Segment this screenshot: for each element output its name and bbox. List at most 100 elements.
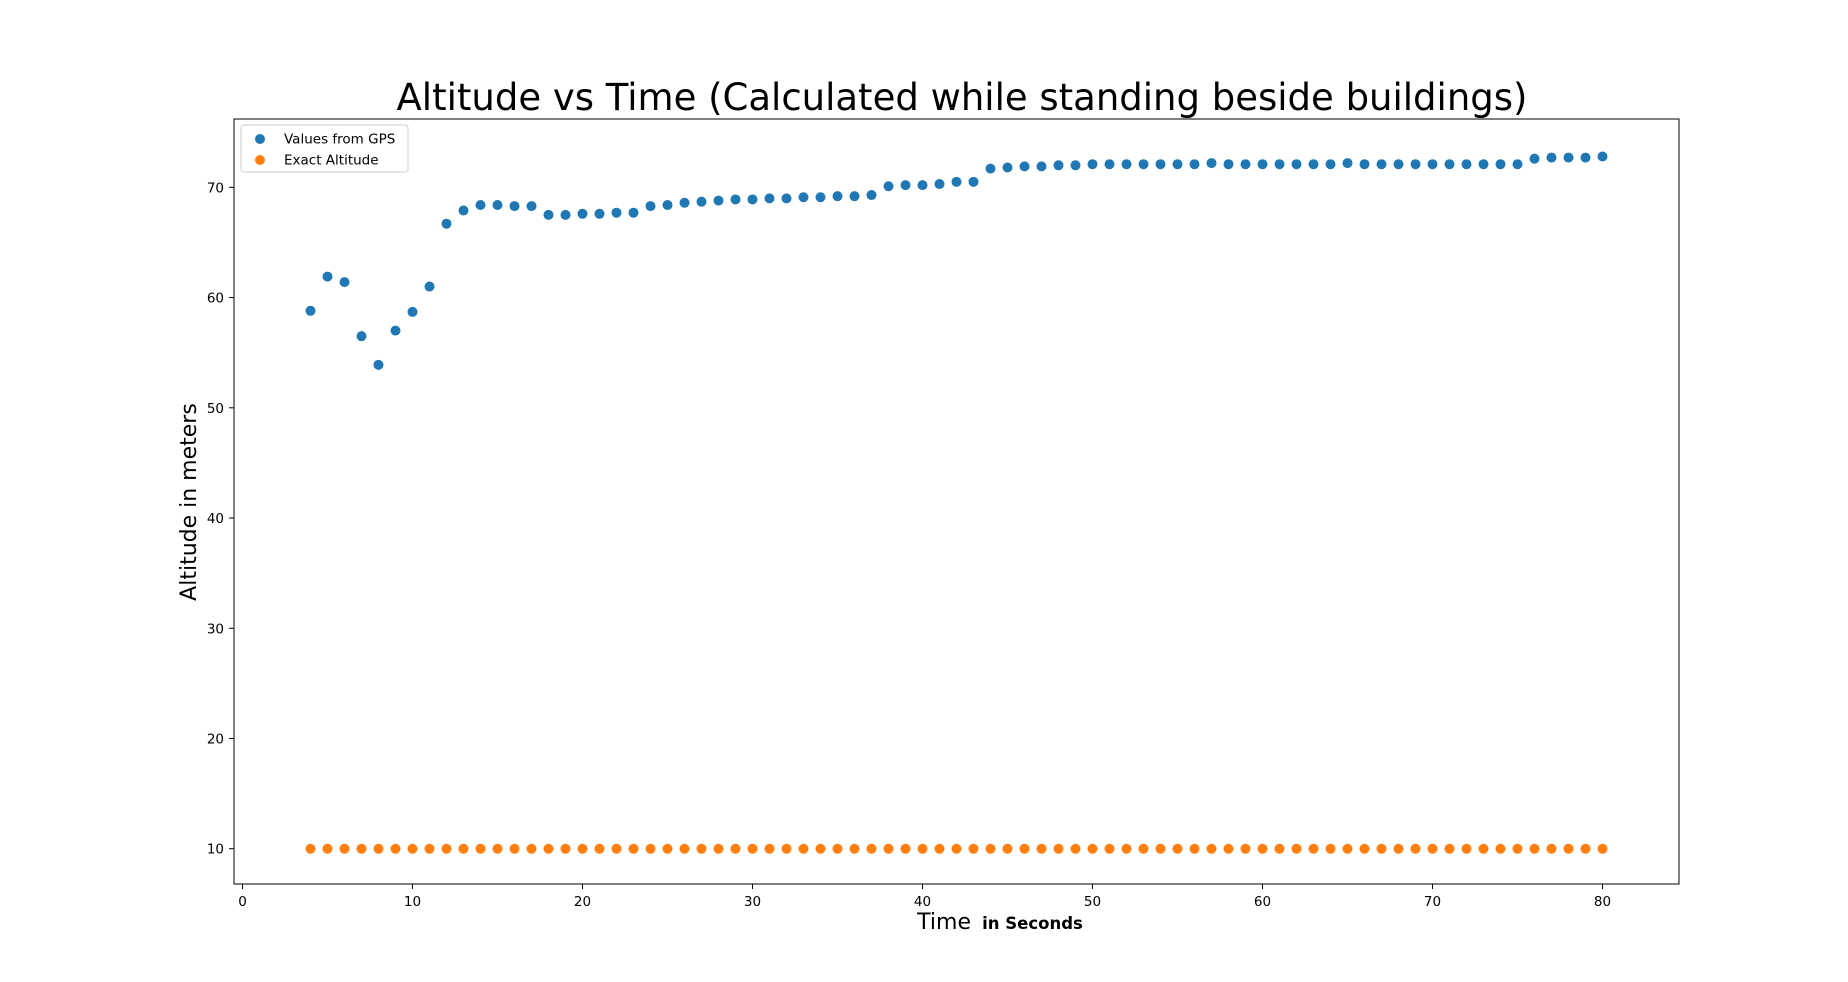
gps-point xyxy=(509,201,520,212)
exact-altitude-point xyxy=(1019,843,1030,854)
gps-point xyxy=(764,193,775,204)
exact-altitude-point xyxy=(951,843,962,854)
exact-altitude-point xyxy=(985,843,996,854)
gps-point xyxy=(1580,152,1591,163)
exact-altitude-point xyxy=(407,843,418,854)
gps-point xyxy=(1597,151,1608,162)
gps-point xyxy=(611,207,622,218)
gps-point xyxy=(1461,159,1472,170)
exact-altitude-point xyxy=(1580,843,1591,854)
exact-altitude-point xyxy=(645,843,656,854)
exact-altitude-point xyxy=(968,843,979,854)
x-axis-label: Time in Seconds xyxy=(916,910,1083,935)
gps-point xyxy=(934,179,945,190)
gps-point xyxy=(390,325,401,336)
x-tick-label: 0 xyxy=(238,894,247,910)
exact-altitude-point xyxy=(1240,843,1251,854)
exact-altitude-point xyxy=(883,843,894,854)
exact-altitude-point xyxy=(1376,843,1387,854)
gps-point xyxy=(560,209,571,220)
exact-altitude-point xyxy=(373,843,384,854)
gps-point xyxy=(917,180,928,191)
exact-altitude-point xyxy=(917,843,928,854)
exact-altitude-point xyxy=(1002,843,1013,854)
gps-point xyxy=(1155,159,1166,170)
exact-altitude-point xyxy=(356,843,367,854)
gps-point xyxy=(356,331,367,342)
exact-altitude-point xyxy=(866,843,877,854)
exact-altitude-point xyxy=(1546,843,1557,854)
exact-altitude-point xyxy=(1189,843,1200,854)
legend-box xyxy=(240,124,409,173)
gps-point xyxy=(594,208,605,219)
exact-altitude-point xyxy=(1223,843,1234,854)
exact-altitude-point xyxy=(509,843,520,854)
gps-point xyxy=(373,359,384,370)
plot-area-frame xyxy=(233,118,1680,885)
exact-altitude-point xyxy=(1495,843,1506,854)
exact-altitude-point xyxy=(458,843,469,854)
gps-point xyxy=(577,208,588,219)
x-axis-label-main: Time xyxy=(916,910,971,935)
gps-point xyxy=(968,176,979,187)
x-tick-label: 40 xyxy=(914,894,931,910)
chart-title: Altitude vs Time (Calculated while stand… xyxy=(397,76,1528,119)
y-tick-label: 30 xyxy=(207,621,224,637)
exact-altitude-point xyxy=(1036,843,1047,854)
exact-altitude-point xyxy=(832,843,843,854)
exact-altitude-point xyxy=(1087,843,1098,854)
exact-altitude-point xyxy=(1291,843,1302,854)
x-tick-label: 10 xyxy=(404,894,421,910)
gps-point xyxy=(1087,159,1098,170)
gps-point xyxy=(798,192,809,203)
exact-altitude-point xyxy=(492,843,503,854)
gps-point xyxy=(407,306,418,317)
gps-point xyxy=(1291,159,1302,170)
gps-point xyxy=(1206,158,1217,169)
gps-point xyxy=(1223,159,1234,170)
gps-point xyxy=(543,209,554,220)
gps-point xyxy=(1070,160,1081,171)
scatter-markers xyxy=(305,151,1608,854)
gps-point xyxy=(815,192,826,203)
gps-point xyxy=(1359,159,1370,170)
y-axis-ticks: 10 20 30 40 50 60 70 xyxy=(207,180,234,858)
gps-point xyxy=(730,194,741,205)
exact-altitude-point xyxy=(1512,843,1523,854)
exact-altitude-point xyxy=(696,843,707,854)
exact-altitude-point xyxy=(424,843,435,854)
exact-altitude-point xyxy=(577,843,588,854)
gps-point xyxy=(645,201,656,212)
exact-altitude-point xyxy=(747,843,758,854)
exact-altitude-point xyxy=(1427,843,1438,854)
exact-altitude-point xyxy=(1359,843,1370,854)
gps-point xyxy=(1512,159,1523,170)
exact-altitude-point xyxy=(679,843,690,854)
gps-point xyxy=(1478,159,1489,170)
y-tick-label: 20 xyxy=(207,731,224,747)
exact-altitude-point xyxy=(1597,843,1608,854)
legend-marker-gps xyxy=(255,134,265,144)
exact-altitude-point xyxy=(764,843,775,854)
exact-altitude-point xyxy=(730,843,741,854)
gps-point xyxy=(305,305,316,316)
x-axis-ticks: 0 10 20 30 40 50 60 70 80 xyxy=(238,884,1611,910)
exact-altitude-point xyxy=(900,843,911,854)
x-tick-label: 30 xyxy=(744,894,761,910)
exact-altitude-point xyxy=(560,843,571,854)
exact-altitude-point xyxy=(1155,843,1166,854)
x-tick-label: 70 xyxy=(1424,894,1441,910)
y-tick-label: 70 xyxy=(207,180,224,196)
gps-point xyxy=(883,181,894,192)
exact-altitude-point xyxy=(1257,843,1268,854)
exact-altitude-point xyxy=(1053,843,1064,854)
gps-point xyxy=(781,193,792,204)
exact-altitude-point xyxy=(390,843,401,854)
exact-altitude-point xyxy=(1138,843,1149,854)
gps-point xyxy=(1002,162,1013,173)
exact-altitude-point xyxy=(798,843,809,854)
exact-altitude-point xyxy=(934,843,945,854)
exact-altitude-point xyxy=(1393,843,1404,854)
y-tick-label: 40 xyxy=(207,511,224,527)
gps-point xyxy=(679,197,690,208)
